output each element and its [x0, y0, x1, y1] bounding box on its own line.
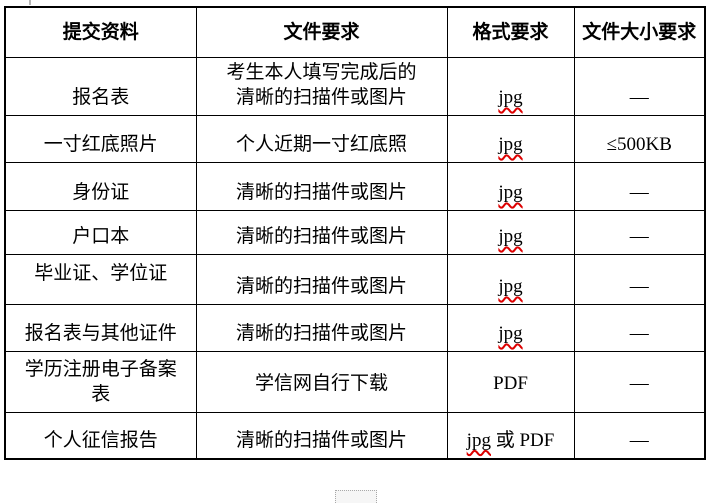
size-cell: —: [573, 210, 706, 255]
size-cell: —: [573, 351, 706, 413]
material-cell: 报名表与其他证件: [4, 304, 197, 352]
requirement-cell: 清晰的扫描件或图片: [195, 210, 448, 255]
size-cell: —: [573, 412, 706, 459]
misspelled-word: jpg: [466, 429, 491, 451]
size-cell: ≤500KB: [573, 115, 706, 163]
material-cell: 个人征信报告: [4, 412, 197, 459]
format-cell: jpg: [446, 57, 575, 116]
header-row: 提交资料 文件要求 格式要求 文件大小要求: [4, 6, 706, 58]
clipped-ui-artifact: [335, 490, 377, 503]
table-body: 报名表 考生本人填写完成后的 清晰的扫描件或图片 jpg — 一寸红底照片 个人近期一寸红底…: [4, 57, 706, 459]
misspelled-word: jpg: [498, 182, 523, 203]
table-row: 一寸红底照片 个人近期一寸红底照 jpg ≤500KB: [4, 115, 706, 163]
format-cell: jpg: [446, 210, 575, 255]
format-cell: PDF: [446, 351, 575, 413]
format-cell: jpg: [446, 304, 575, 352]
material-cell: 身份证: [4, 162, 197, 211]
table-row: 身份证 清晰的扫描件或图片 jpg —: [4, 162, 706, 211]
clipped-cursor-artifact: [29, 0, 31, 5]
misspelled-word: jpg: [498, 276, 523, 297]
requirement-cell: 清晰的扫描件或图片: [195, 304, 448, 352]
requirement-cell: 清晰的扫描件或图片: [195, 254, 448, 305]
material-cell: 毕业证、学位证: [4, 254, 197, 305]
table-row: 户口本 清晰的扫描件或图片 jpg —: [4, 210, 706, 255]
table-row: 报名表与其他证件 清晰的扫描件或图片 jpg —: [4, 304, 706, 352]
format-cell: jpg: [446, 162, 575, 211]
format-text: 或 PDF: [490, 429, 555, 451]
material-cell: 一寸红底照片: [4, 115, 197, 163]
format-cell: jpg 或 PDF: [446, 412, 575, 459]
requirement-cell: 考生本人填写完成后的 清晰的扫描件或图片: [195, 57, 448, 116]
requirement-cell: 学信网自行下载: [195, 351, 448, 413]
material-cell: 报名表: [4, 57, 197, 116]
requirement-cell: 个人近期一寸红底照: [195, 115, 448, 163]
format-text: PDF: [493, 373, 528, 394]
requirement-cell: 清晰的扫描件或图片: [195, 162, 448, 211]
size-cell: —: [573, 162, 706, 211]
material-cell: 户口本: [4, 210, 197, 255]
table-row: 毕业证、学位证 清晰的扫描件或图片 jpg —: [4, 254, 706, 305]
material-cell: 学历注册电子备案表: [4, 351, 197, 413]
table-row: 学历注册电子备案表学信网自行下载 PDF —: [4, 351, 706, 413]
size-cell: —: [573, 304, 706, 352]
requirement-cell: 清晰的扫描件或图片: [195, 412, 448, 459]
format-cell: jpg: [446, 254, 575, 305]
misspelled-word: jpg: [498, 87, 523, 108]
size-cell: —: [573, 57, 706, 116]
table-row: 报名表 考生本人填写完成后的 清晰的扫描件或图片 jpg —: [4, 57, 706, 116]
column-header-4: 文件大小要求: [573, 6, 706, 58]
submission-requirements-table: 提交资料 文件要求 格式要求 文件大小要求 报名表 考生本人填写完成后的 清晰的扫描件或图…: [4, 6, 706, 460]
table-row: 个人征信报告 清晰的扫描件或图片 jpg 或 PDF —: [4, 412, 706, 459]
column-header-3: 格式要求: [446, 6, 575, 58]
format-cell: jpg: [446, 115, 575, 163]
size-cell: —: [573, 254, 706, 305]
misspelled-word: jpg: [498, 226, 523, 247]
column-header-2: 文件要求: [195, 6, 448, 58]
misspelled-word: jpg: [498, 134, 523, 155]
misspelled-word: jpg: [498, 323, 523, 344]
column-header-1: 提交资料: [4, 6, 197, 58]
